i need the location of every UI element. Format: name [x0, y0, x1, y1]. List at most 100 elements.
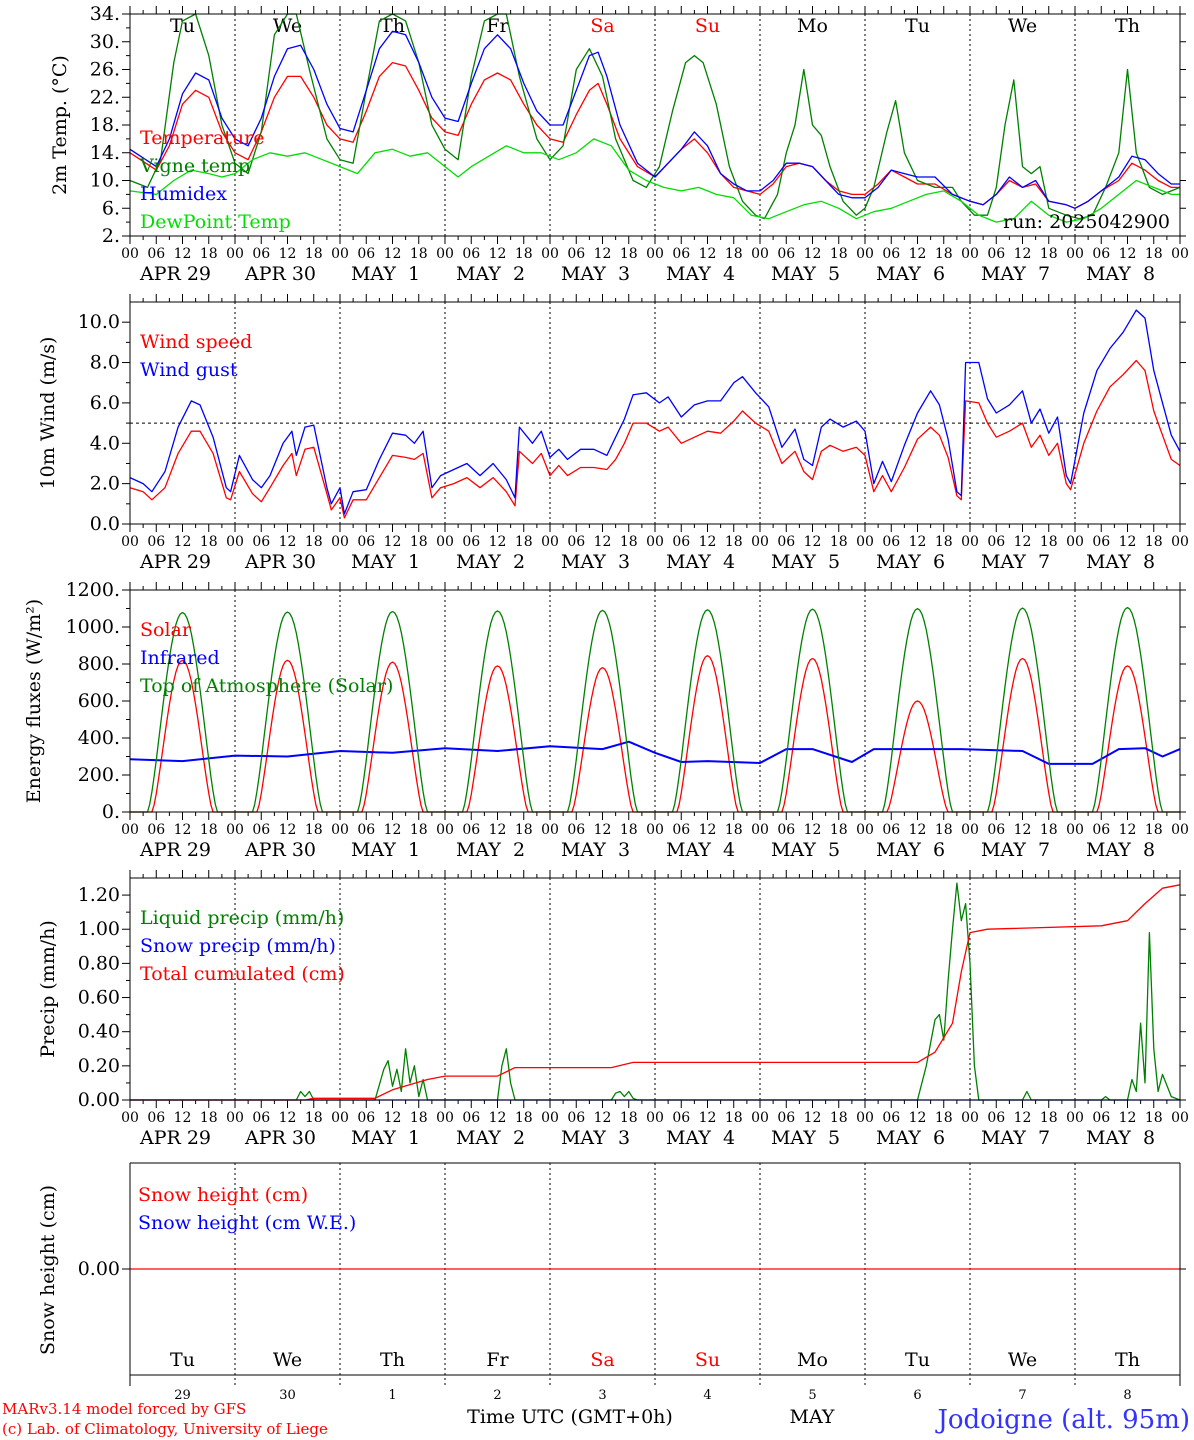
legend-liquid-precip: Liquid precip (mm/h) [140, 907, 344, 929]
energy-hour-label: 18 [410, 822, 428, 838]
wind-yaxis: 10.0 8.0 6.0 4.0 2.0 0.0 [78, 311, 1186, 535]
energy-hour-label: 00 [1066, 822, 1084, 838]
energy-hour-label: 18 [515, 822, 533, 838]
energy-date-label: MAY 8 [1086, 839, 1155, 861]
precip-hour-label: 12 [804, 1110, 822, 1126]
temp-hour-label: 06 [252, 246, 270, 262]
wind-date-label: MAY 7 [981, 551, 1050, 573]
wind-hour-label: 06 [567, 534, 585, 550]
temp-day-name: Fr [486, 15, 509, 37]
wind-date-label: MAY 5 [771, 551, 840, 573]
precip-hour-label: 12 [174, 1110, 192, 1126]
wind-hour-label: 06 [777, 534, 795, 550]
energy-hour-label: 12 [804, 822, 822, 838]
snow-day-name: Sa [590, 1349, 614, 1371]
energy-hour-label: 12 [594, 822, 612, 838]
wind-hour-label: 12 [174, 534, 192, 550]
temp-hour-label: 18 [200, 246, 218, 262]
temp-hour-label: 06 [147, 246, 165, 262]
legend-vigne-temp: Vigne temp [139, 155, 250, 177]
precip-hour-label: 00 [856, 1110, 874, 1126]
temp-day-name: Th [1115, 15, 1140, 37]
temp-ytick-label: 26. [90, 59, 120, 81]
snow-day-number: 4 [703, 1388, 711, 1403]
wind-date-label: MAY 1 [351, 551, 420, 573]
energy-hour-label: 12 [384, 822, 402, 838]
snow-day-name: Fr [486, 1349, 509, 1371]
precip-hour-label: 00 [331, 1110, 349, 1126]
wind-hour-label: 12 [279, 534, 297, 550]
temp-hour-label: 06 [567, 246, 585, 262]
wind-series-0 [129, 359, 1181, 519]
energy-hour-label: 12 [699, 822, 717, 838]
wind-hour-label: 12 [804, 534, 822, 550]
run-label: run: 2025042900 [1003, 211, 1170, 233]
energy-hour-label: 12 [174, 822, 192, 838]
temp-date-label: MAY 3 [561, 263, 630, 285]
precip-hour-label: 12 [489, 1110, 507, 1126]
temp-date-label: APR 29 [139, 263, 211, 285]
wind-hour-label: 06 [672, 534, 690, 550]
precip-hour-label: 06 [147, 1110, 165, 1126]
temp-hour-label: 06 [672, 246, 690, 262]
temp-date-label: MAY 7 [981, 263, 1050, 285]
wind-hour-label: 06 [462, 534, 480, 550]
energy-hour-label: 06 [882, 822, 900, 838]
wind-hour-label: 00 [646, 534, 664, 550]
month-label: MAY [790, 1406, 835, 1428]
wind-date-label: MAY 4 [666, 551, 735, 573]
energy-yaxis: 1200. 1000. 800. 600. 400. 200. 0. [66, 579, 1186, 823]
wind-hour-label: 18 [620, 534, 638, 550]
wind-hour-label: 12 [594, 534, 612, 550]
precip-hour-label: 12 [1014, 1110, 1032, 1126]
energy-date-label: MAY 4 [666, 839, 735, 861]
energy-hour-label: 00 [751, 822, 769, 838]
wind-hour-label: 06 [357, 534, 375, 550]
precip-date-label: MAY 2 [456, 1127, 525, 1149]
precip-hour-ticks: 00 06 12 18 00 06 12 18 00 06 12 18 00 06 12 18 00 06 12 18… [121, 870, 1189, 1126]
energy-hour-label: 06 [252, 822, 270, 838]
snow-day-names: Tu We Th Fr Sa Su Mo Tu We Th [170, 1349, 1140, 1371]
energy-hour-label: 00 [436, 822, 454, 838]
temp-ytick-label: 2. [102, 225, 120, 247]
temp-series-1 [129, 13, 1181, 220]
precip-hour-label: 18 [830, 1110, 848, 1126]
wind-hour-label: 12 [1014, 534, 1032, 550]
snow-day-number: 30 [279, 1388, 296, 1403]
precip-date-label: MAY 8 [1086, 1127, 1155, 1149]
temp-ytick-label: 22. [90, 86, 120, 108]
temp-day-name: Sa [590, 15, 614, 37]
energy-ytick-label: 200. [78, 764, 120, 786]
precip-grid [234, 878, 1076, 1100]
temp-hour-label: 12 [594, 246, 612, 262]
temp-frame [129, 13, 1181, 237]
temp-day-name: Su [695, 15, 720, 37]
temp-hour-label: 18 [305, 246, 323, 262]
wind-hour-label: 18 [200, 534, 218, 550]
snow-day-name: Th [1115, 1349, 1140, 1371]
temp-date-label: MAY 8 [1086, 263, 1155, 285]
wind-date-labels: APR 29 APR 30 MAY 1 MAY 2 MAY 3 MAY 4 MAY 5 MAY… [139, 551, 1155, 573]
wind-frame [129, 301, 1181, 525]
temp-hour-label: 18 [515, 246, 533, 262]
precip-ytick-label: 0.80 [78, 952, 120, 974]
precip-date-label: MAY 3 [561, 1127, 630, 1149]
snow-ytick-label: 0.00 [78, 1258, 120, 1280]
energy-date-label: MAY 6 [876, 839, 945, 861]
precip-hour-label: 12 [1119, 1110, 1137, 1126]
snow-grid [234, 1163, 1076, 1386]
energy-ytick-label: 0. [102, 801, 120, 823]
precip-hour-label: 18 [1145, 1110, 1163, 1126]
wind-hour-label: 18 [410, 534, 428, 550]
energy-hour-label: 06 [567, 822, 585, 838]
precip-hour-label: 12 [909, 1110, 927, 1126]
wind-date-label: MAY 6 [876, 551, 945, 573]
snow-day-name: Tu [905, 1349, 930, 1371]
precip-hour-label: 12 [384, 1110, 402, 1126]
wind-panel: 00 06 12 18 00 06 12 18 00 06 12 18 00 06 12 18 00 06 12 18… [37, 294, 1189, 573]
temp-hour-label: 12 [174, 246, 192, 262]
legend-snow-precip: Snow precip (mm/h) [140, 935, 336, 957]
precip-hour-label: 12 [699, 1110, 717, 1126]
energy-ytick-label: 600. [78, 690, 120, 712]
precip-hour-label: 00 [961, 1110, 979, 1126]
